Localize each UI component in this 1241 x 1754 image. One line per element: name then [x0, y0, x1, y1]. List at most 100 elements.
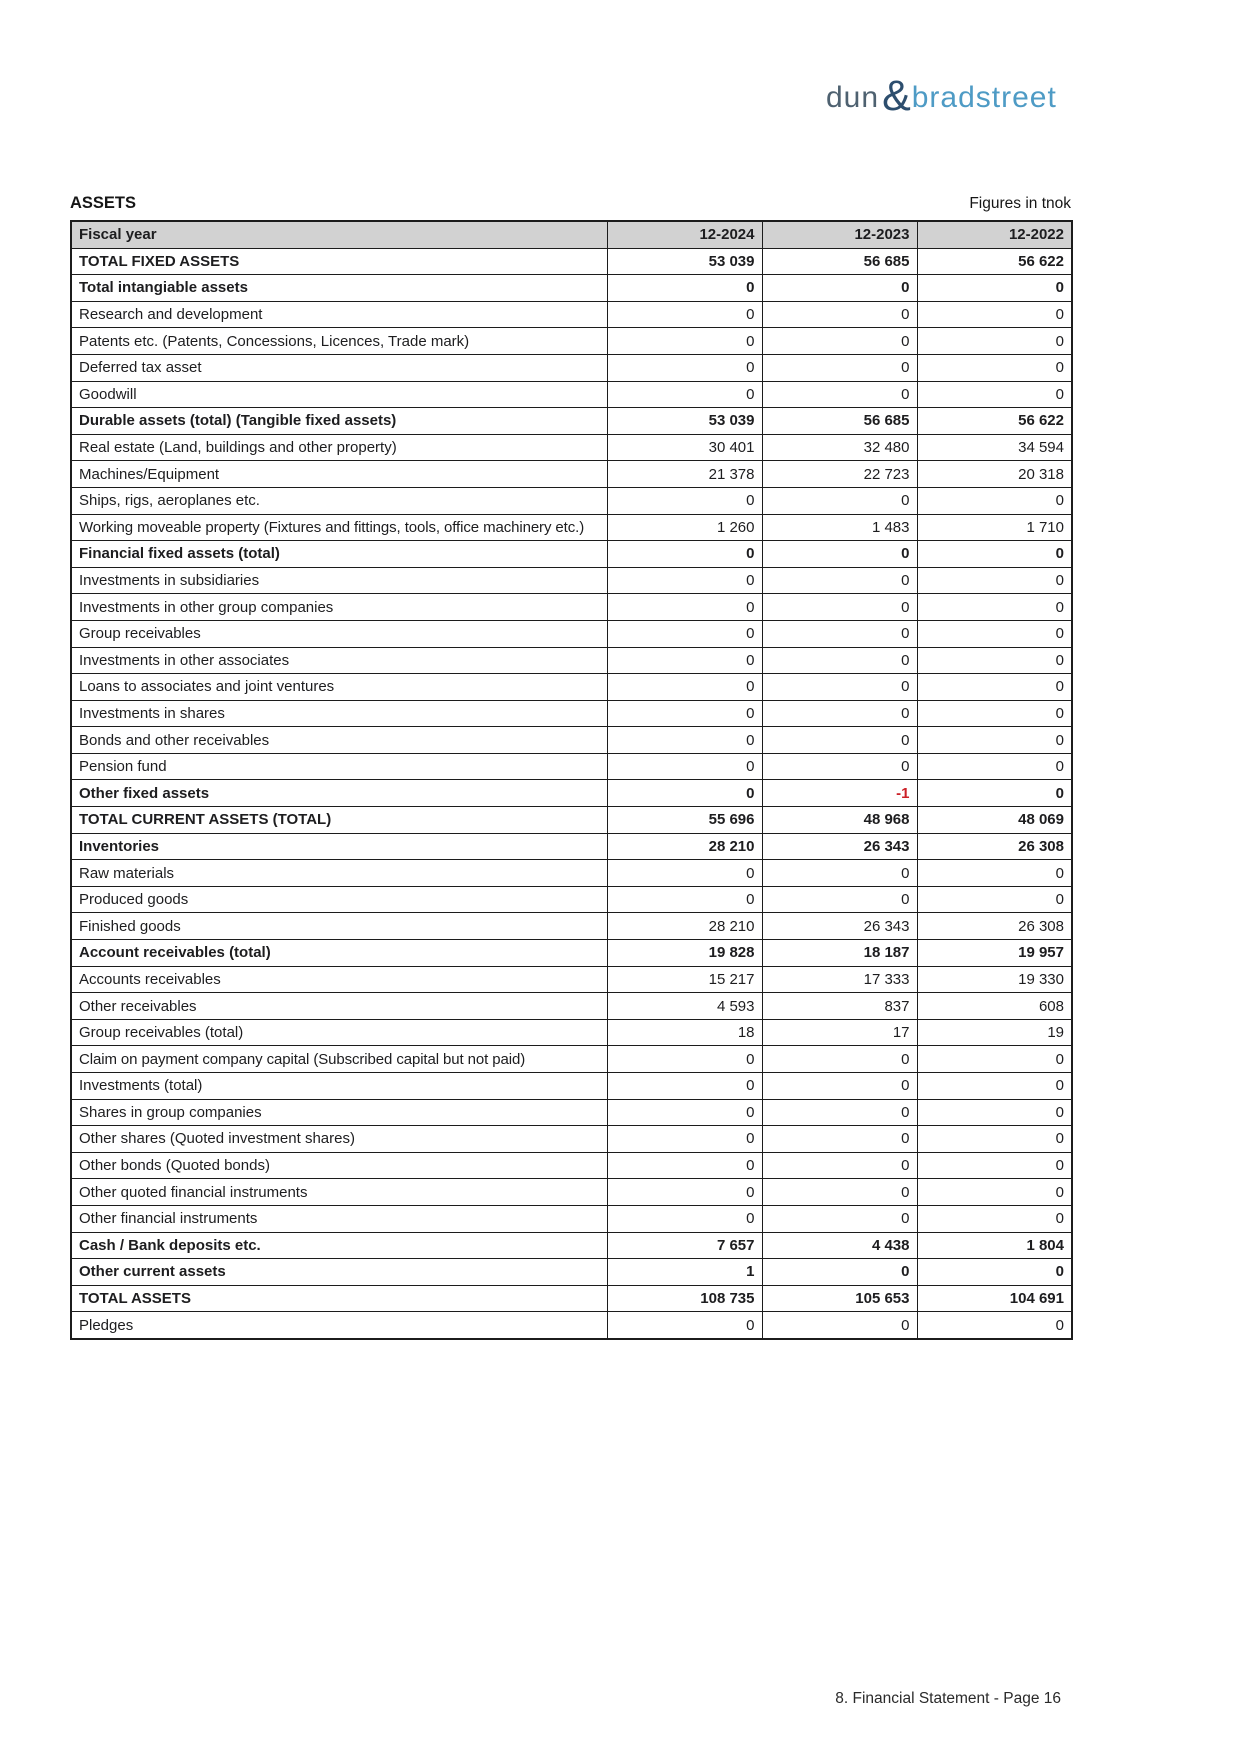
- value-cell: 0: [606, 859, 763, 887]
- value-cell: 22 723: [761, 460, 918, 488]
- row-label: Raw materials: [70, 859, 608, 887]
- value-cell: 0: [761, 1045, 918, 1073]
- value-cell: 0: [761, 327, 918, 355]
- table-row: TOTAL FIXED ASSETS 53 039 56 685 56 622: [70, 247, 1073, 276]
- row-label: TOTAL ASSETS: [70, 1284, 608, 1313]
- value-cell: 0: [916, 327, 1073, 355]
- value-cell: 0: [606, 353, 763, 382]
- row-label: Other shares (Quoted investment shares): [70, 1125, 608, 1153]
- table-row: Other quoted financial instruments 0 0 0: [70, 1178, 1073, 1206]
- row-label: Investments in other associates: [70, 646, 608, 675]
- value-cell: 0: [606, 327, 763, 355]
- table-row: Other receivables 4 593 837 608: [70, 992, 1073, 1020]
- value-cell: 0: [761, 540, 918, 568]
- table-row: Shares in group companies 0 0 0: [70, 1098, 1073, 1127]
- row-label: Research and development: [70, 300, 608, 329]
- row-label: Shares in group companies: [70, 1098, 608, 1127]
- row-label: Other quoted financial instruments: [70, 1178, 608, 1206]
- row-label: Other financial instruments: [70, 1204, 608, 1233]
- value-cell: 0: [606, 1151, 763, 1180]
- row-label: Finished goods: [70, 912, 608, 941]
- value-cell: 53 039: [606, 247, 763, 276]
- value-cell: 0: [761, 726, 918, 754]
- table-row: Group receivables (total) 18 17 19: [70, 1018, 1073, 1047]
- logo-text-dun: dun: [826, 81, 880, 114]
- value-cell: 0: [606, 699, 763, 728]
- value-cell: 26 308: [916, 832, 1073, 861]
- column-header-12-2024: 12-2024: [606, 220, 763, 249]
- value-cell: 0: [761, 859, 918, 887]
- value-cell: 0: [761, 619, 918, 648]
- row-label: Durable assets (total) (Tangible fixed a…: [70, 407, 608, 435]
- value-cell: 0: [916, 540, 1073, 568]
- value-cell: 108 735: [606, 1284, 763, 1313]
- value-cell: 0: [606, 779, 763, 808]
- value-cell: 0: [916, 1178, 1073, 1206]
- value-cell: 18: [606, 1018, 763, 1047]
- value-cell: 34 594: [916, 433, 1073, 462]
- value-cell: 4 438: [761, 1231, 918, 1260]
- row-label: Goodwill: [70, 380, 608, 409]
- value-cell: 0: [916, 1151, 1073, 1180]
- table-row: Loans to associates and joint ventures 0 0…: [70, 673, 1073, 701]
- row-label: Pledges: [70, 1311, 608, 1340]
- report-body: ASSETS Figures in tnok Fiscal year 12-20…: [70, 194, 1073, 1340]
- value-cell: 0: [606, 1204, 763, 1233]
- value-cell: 0: [606, 1072, 763, 1100]
- row-label: Pension fund: [70, 752, 608, 781]
- page-footer: 8. Financial Statement - Page 16: [835, 1690, 1061, 1707]
- value-cell: 19 828: [606, 939, 763, 967]
- value-cell: 837: [761, 992, 918, 1020]
- value-cell: 0: [761, 566, 918, 595]
- ampersand-icon: &: [882, 72, 911, 120]
- value-cell: 26 308: [916, 912, 1073, 941]
- row-label: Group receivables: [70, 619, 608, 648]
- table-row: Deferred tax asset 0 0 0: [70, 353, 1073, 382]
- value-cell: 0: [761, 593, 918, 621]
- table-row: Financial fixed assets (total) 0 0 0: [70, 540, 1073, 568]
- value-cell: 56 685: [761, 247, 918, 276]
- units-note: Figures in tnok: [969, 195, 1071, 212]
- value-cell: 56 685: [761, 407, 918, 435]
- row-label: Machines/Equipment: [70, 460, 608, 488]
- table-row: Claim on payment company capital (Subscr…: [70, 1045, 1073, 1073]
- value-cell: 0: [606, 540, 763, 568]
- value-cell: 105 653: [761, 1284, 918, 1313]
- table-row: Investments (total) 0 0 0: [70, 1072, 1073, 1100]
- value-cell: 28 210: [606, 912, 763, 941]
- table-row: Investments in shares 0 0 0: [70, 699, 1073, 728]
- value-cell: 0: [761, 274, 918, 302]
- value-cell: 1: [606, 1258, 763, 1286]
- row-label: Deferred tax asset: [70, 353, 608, 382]
- value-cell: 56 622: [916, 247, 1073, 276]
- value-cell: 0: [916, 1204, 1073, 1233]
- table-row: Working moveable property (Fixtures and …: [70, 513, 1073, 542]
- row-label: Claim on payment company capital (Subscr…: [70, 1045, 608, 1073]
- row-label: Produced goods: [70, 885, 608, 914]
- value-cell: 48 069: [916, 806, 1073, 834]
- value-cell: 0: [606, 885, 763, 914]
- value-cell: 15 217: [606, 965, 763, 994]
- table-row: Durable assets (total) (Tangible fixed a…: [70, 407, 1073, 435]
- row-label: Other bonds (Quoted bonds): [70, 1151, 608, 1180]
- value-cell: 17 333: [761, 965, 918, 994]
- value-cell: 21 378: [606, 460, 763, 488]
- row-label: TOTAL CURRENT ASSETS (TOTAL): [70, 806, 608, 834]
- value-cell: 1 804: [916, 1231, 1073, 1260]
- value-cell: 104 691: [916, 1284, 1073, 1313]
- row-label: Other current assets: [70, 1258, 608, 1286]
- table-row: Investments in subsidiaries 0 0 0: [70, 566, 1073, 595]
- page-title: ASSETS: [70, 194, 137, 212]
- value-cell: 0: [916, 1098, 1073, 1127]
- table-body: TOTAL FIXED ASSETS 53 039 56 685 56 622 Tota…: [70, 247, 1073, 1340]
- column-header-12-2022: 12-2022: [916, 220, 1073, 249]
- table-row: Group receivables 0 0 0: [70, 619, 1073, 648]
- table-row: Real estate (Land, buildings and other p…: [70, 433, 1073, 462]
- table-header-row: Fiscal year 12-2024 12-2023 12-2022: [70, 220, 1073, 249]
- value-cell: 0: [606, 1311, 763, 1340]
- value-cell: 0: [606, 486, 763, 515]
- value-cell: 48 968: [761, 806, 918, 834]
- table-row: Investments in other group companies 0 0 0: [70, 593, 1073, 621]
- value-cell: 0: [916, 1072, 1073, 1100]
- value-cell: 0: [916, 353, 1073, 382]
